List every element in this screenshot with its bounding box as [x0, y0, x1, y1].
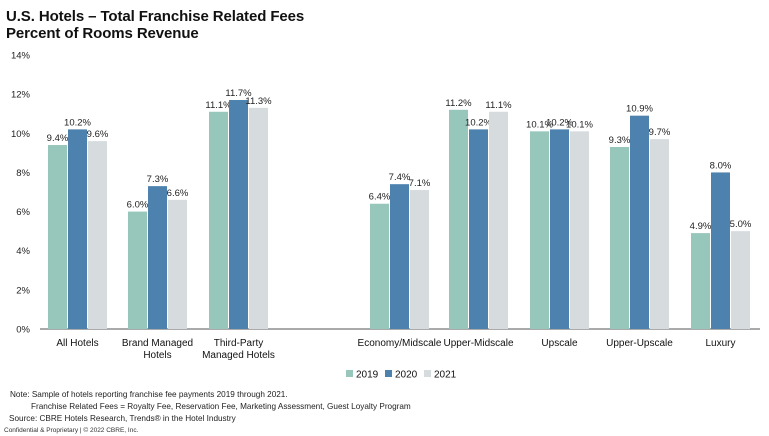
y-tick-label: 10% — [11, 129, 31, 140]
bar-2021 — [650, 139, 669, 329]
data-label: 10.2% — [546, 117, 573, 128]
bar-2019 — [449, 109, 468, 329]
bar-2020 — [390, 184, 409, 329]
data-label: 4.9% — [690, 221, 712, 232]
bar-2020 — [148, 186, 167, 329]
bar-chart: 0% 2% 4% 6% 8% 10% 12% 14% 9.4% 6.0% 11.1% 6.4% 11.2… — [11, 51, 760, 381]
bar-2020 — [711, 172, 730, 329]
bar-2021 — [489, 111, 508, 329]
bar-2021 — [410, 190, 429, 329]
y-tick-label: 6% — [16, 207, 30, 218]
bar-2019 — [128, 211, 147, 329]
data-label: 5.0% — [730, 219, 752, 230]
data-label: 10.1% — [526, 119, 553, 130]
category-label: Economy/Midscale — [358, 338, 442, 349]
bar-2021 — [88, 141, 107, 329]
category-label: Brand Managed — [122, 338, 193, 349]
y-tick-label: 8% — [16, 168, 30, 179]
category-label: Upper-Midscale — [443, 338, 513, 349]
data-label: 11.1% — [485, 100, 512, 111]
data-label: 7.4% — [389, 172, 411, 183]
note-line-2: Franchise Related Fees = Royalty Fee, Re… — [31, 402, 411, 411]
y-tick-label: 0% — [16, 325, 30, 336]
note-line-1: Note: Sample of hotels reporting franchi… — [10, 390, 288, 399]
data-label: 10.1% — [566, 119, 593, 130]
data-label: 6.6% — [167, 188, 189, 199]
data-label: 11.1% — [205, 100, 232, 111]
legend-swatch-2020 — [385, 370, 392, 377]
chart-subtitle: Percent of Rooms Revenue — [6, 25, 199, 42]
bar-2020 — [469, 129, 488, 329]
data-label: 6.0% — [127, 200, 149, 211]
y-tick-label: 4% — [16, 246, 30, 257]
category-label: Luxury — [705, 338, 735, 349]
data-label: 8.0% — [710, 160, 732, 171]
bar-2020 — [68, 129, 87, 329]
chart-title: U.S. Hotels – Total Franchise Related Fe… — [6, 8, 305, 25]
legend-label-2021: 2021 — [434, 370, 457, 381]
bar-2019 — [610, 146, 629, 329]
bar-2020 — [229, 100, 248, 329]
data-label: 10.2% — [465, 117, 492, 128]
data-label: 9.3% — [609, 135, 631, 146]
bar-2021 — [570, 131, 589, 329]
legend-swatch-2019 — [346, 370, 353, 377]
category-label: Third-Party — [214, 338, 263, 349]
data-label: 6.4% — [369, 192, 391, 203]
data-label: 10.2% — [64, 117, 91, 128]
bar-2019 — [48, 145, 67, 329]
data-label: 9.6% — [87, 129, 109, 140]
category-label: All Hotels — [56, 338, 98, 349]
data-label: 7.3% — [147, 174, 169, 185]
copyright-footer: Confidential & Proprietary | © 2022 CBRE… — [4, 427, 139, 434]
bar-2019 — [370, 203, 389, 329]
bar-2021 — [731, 231, 750, 329]
bar-2019 — [209, 111, 228, 329]
y-tick-label: 12% — [11, 90, 31, 101]
bar-2020 — [630, 115, 649, 330]
data-label: 11.3% — [245, 96, 272, 107]
bar-2021 — [168, 199, 187, 329]
category-label: Managed Hotels — [202, 350, 275, 361]
y-tick-label: 2% — [16, 285, 30, 296]
category-label: Hotels — [143, 350, 171, 361]
bar-2019 — [691, 233, 710, 329]
data-label: 11.7% — [225, 88, 252, 99]
source-line: Source: CBRE Hotels Research, Trends® in… — [9, 414, 236, 423]
bar-2019 — [530, 131, 549, 329]
data-label: 9.4% — [47, 133, 69, 144]
data-label: 10.9% — [626, 104, 653, 115]
legend-label-2019: 2019 — [356, 370, 379, 381]
data-label: 7.1% — [409, 178, 431, 189]
legend-swatch-2021 — [424, 370, 431, 377]
category-label: Upper-Upscale — [606, 338, 673, 349]
y-tick-label: 14% — [11, 51, 31, 62]
data-label: 9.7% — [649, 127, 671, 138]
data-label: 11.2% — [445, 98, 472, 109]
bar-2020 — [550, 129, 569, 329]
bar-2021 — [249, 107, 268, 329]
category-label: Upscale — [541, 338, 578, 349]
legend-label-2020: 2020 — [395, 370, 418, 381]
